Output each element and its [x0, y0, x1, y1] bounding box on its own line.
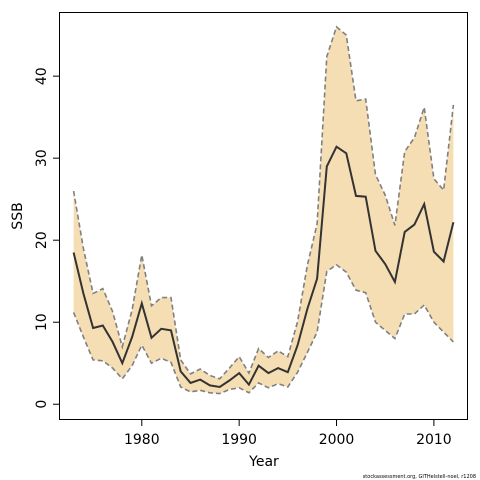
- lower-bound-line: [72, 263, 454, 395]
- plot-area: [72, 25, 455, 395]
- x-tick-label: 1990: [221, 432, 257, 448]
- y-tick-label: 40: [34, 67, 50, 85]
- y-axis-title: SSB: [10, 202, 26, 229]
- x-tick-label: 2000: [319, 432, 355, 448]
- ssb-line: [72, 145, 455, 389]
- y-tick-label: 0: [34, 400, 50, 409]
- confidence-band: [73, 26, 454, 394]
- credit-text: stockassessment.org, GITHelstell-noel, r…: [363, 474, 476, 480]
- y-tick-label: 30: [34, 149, 50, 167]
- upper-bound-line: [72, 25, 455, 380]
- y-tick-label: 20: [34, 231, 50, 249]
- axes: 1980 1990 2000 2010 0 10 20 30 40: [34, 67, 452, 448]
- x-tick-label: 1980: [124, 432, 160, 448]
- plot-frame: [59, 12, 468, 420]
- y-tick-label: 10: [34, 313, 50, 331]
- x-tick-label: 2010: [416, 432, 452, 448]
- x-axis-title: Year: [248, 454, 279, 470]
